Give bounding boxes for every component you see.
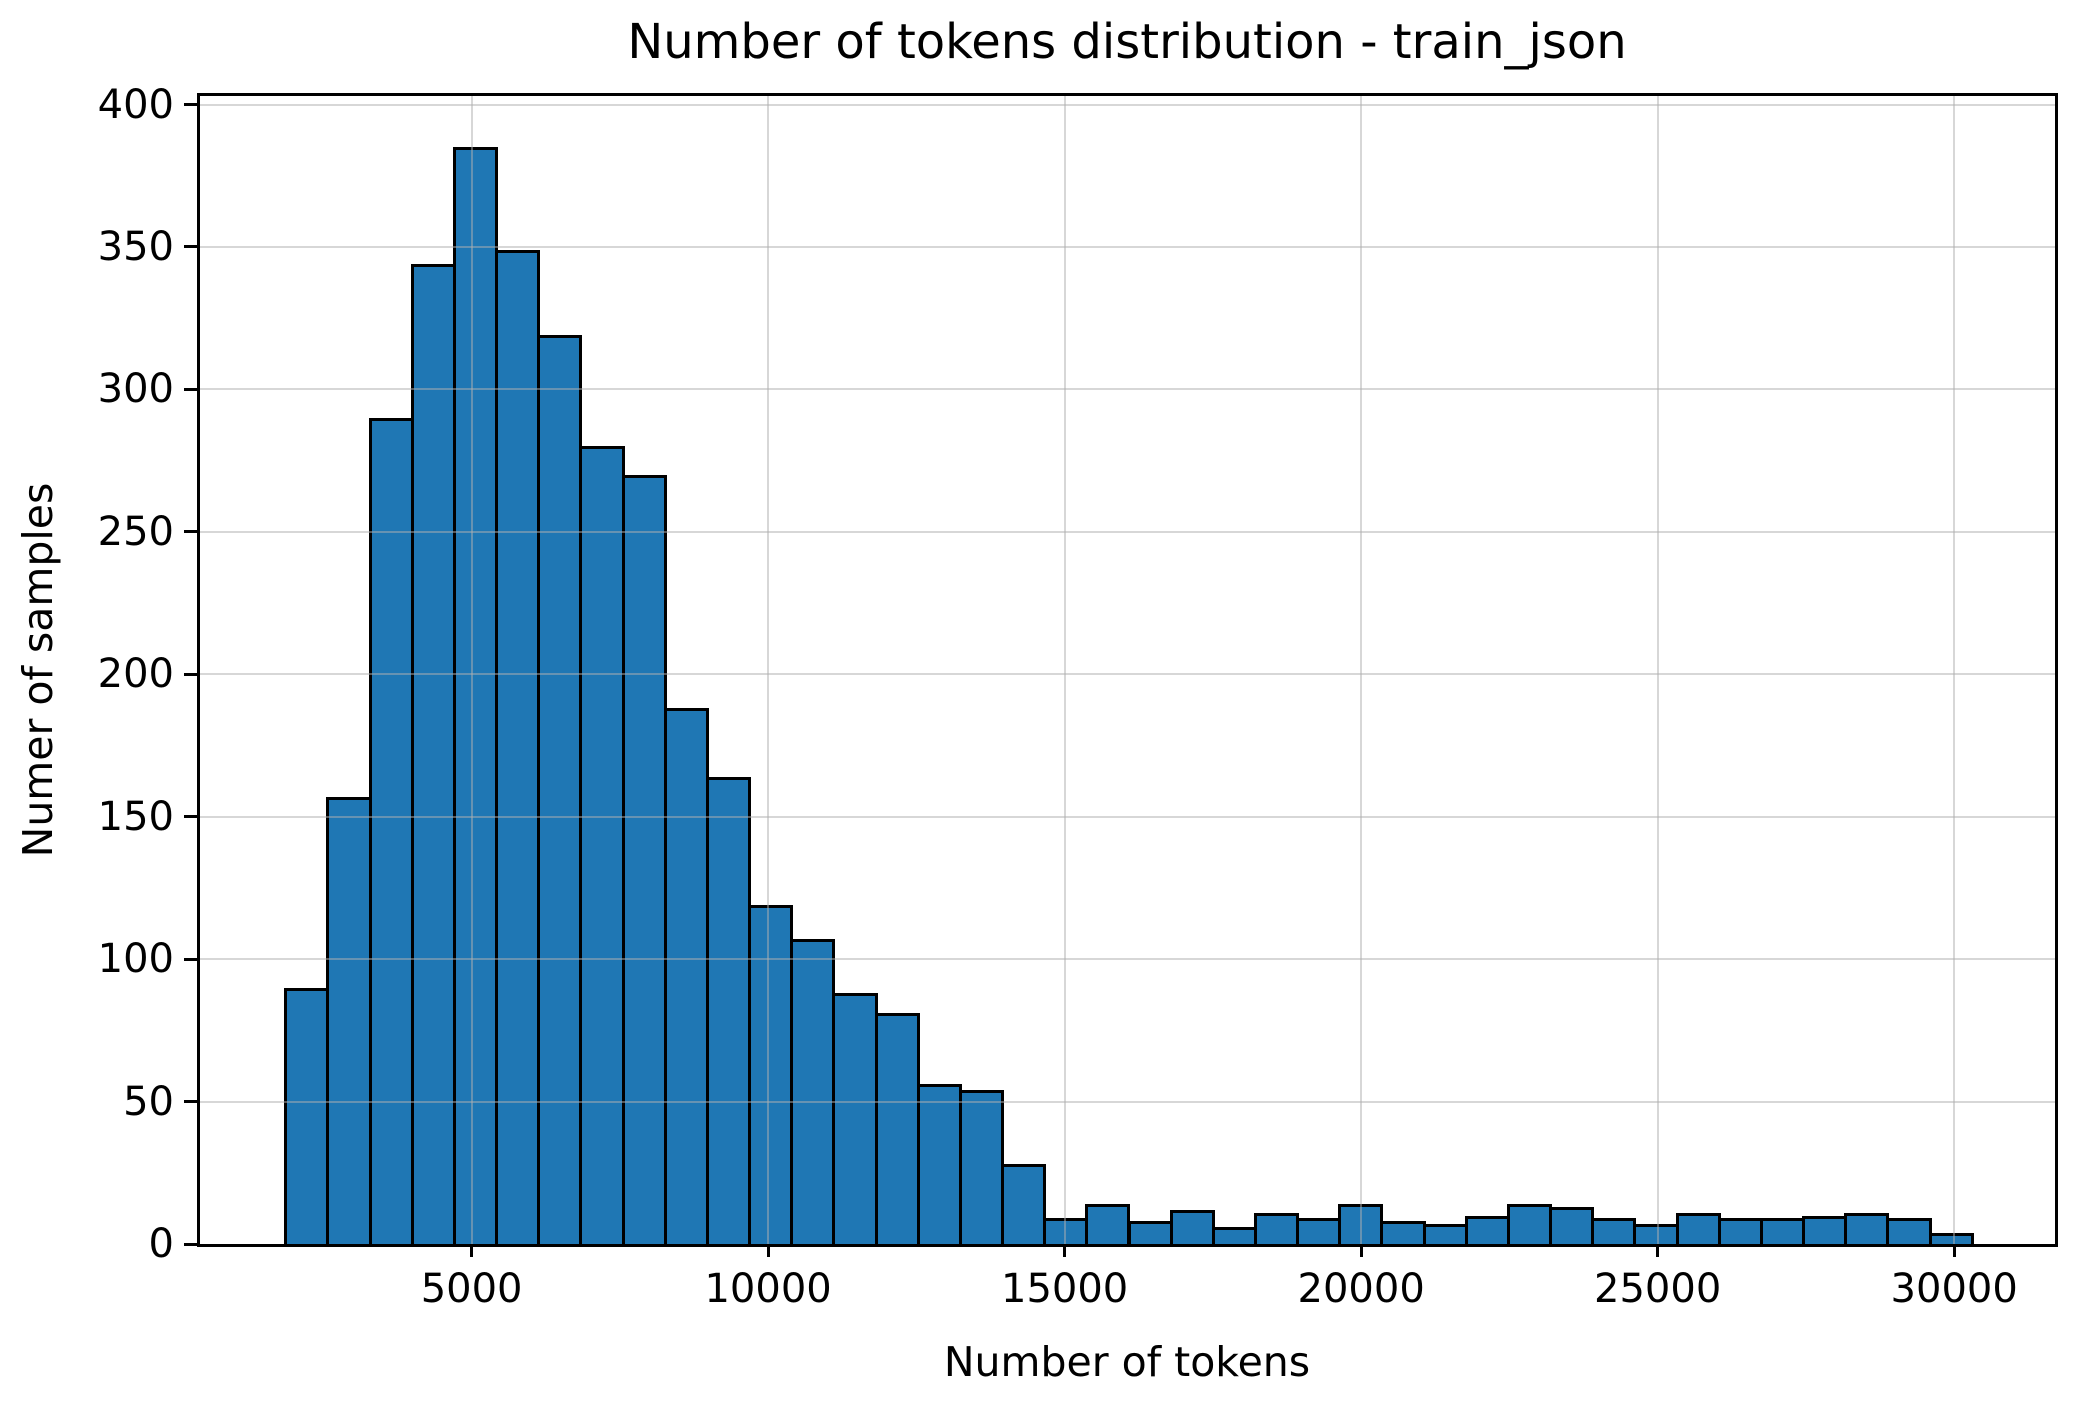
y-tick-mark: [184, 815, 197, 819]
gridline-y: [200, 530, 2055, 533]
plot-area: [197, 93, 2058, 1247]
gridline-y: [200, 815, 2055, 818]
y-tick-mark: [184, 672, 197, 676]
histogram-bar: [1464, 1215, 1510, 1244]
histogram-bar: [326, 796, 372, 1244]
histogram-bar: [537, 335, 583, 1244]
histogram-bar: [1886, 1218, 1932, 1244]
y-tick-label: 50: [123, 1078, 174, 1125]
gridline-y: [200, 245, 2055, 248]
y-tick-label: 300: [97, 366, 174, 413]
y-tick-mark: [184, 1100, 197, 1104]
gridline-y: [200, 103, 2055, 106]
y-tick-label: 250: [97, 508, 174, 555]
x-tick-mark: [1656, 1244, 1660, 1257]
gridline-x: [1953, 96, 1956, 1244]
histogram-bar: [368, 417, 414, 1244]
histogram-bar: [1085, 1204, 1131, 1244]
y-tick-label: 350: [97, 223, 174, 270]
gridline-x: [767, 96, 770, 1244]
x-tick-mark: [1952, 1244, 1956, 1257]
histogram-bar: [410, 264, 456, 1244]
x-tick-mark: [766, 1244, 770, 1257]
y-tick-label: 150: [97, 793, 174, 840]
y-tick-mark: [184, 1242, 197, 1246]
y-tick-label: 0: [148, 1221, 174, 1267]
histogram-bar: [1844, 1212, 1890, 1244]
y-tick-label: 100: [97, 936, 174, 983]
histogram-bar: [663, 708, 709, 1244]
y-tick-mark: [184, 957, 197, 961]
histogram-bar: [452, 147, 499, 1244]
histogram-bar: [748, 905, 794, 1244]
x-tick-label: 30000: [1890, 1266, 2018, 1312]
histogram-bar: [958, 1090, 1004, 1244]
gridline-y: [200, 388, 2055, 391]
y-tick-mark: [184, 245, 197, 249]
histogram-bar: [705, 776, 751, 1244]
histogram-bar: [1422, 1224, 1468, 1244]
gridline-x: [1063, 96, 1066, 1244]
chart-title: Number of tokens distribution - train_js…: [627, 14, 1627, 70]
x-tick-label: 20000: [1297, 1266, 1425, 1312]
histogram-bar: [1169, 1209, 1215, 1244]
histogram-bar: [790, 939, 836, 1244]
histogram-bar: [1591, 1218, 1637, 1244]
gridline-x: [470, 96, 473, 1244]
gridline-x: [1360, 96, 1363, 1244]
histogram-bar: [1253, 1212, 1300, 1244]
histogram-bar: [579, 446, 625, 1244]
histogram-bar: [1717, 1218, 1763, 1244]
histogram-bar: [1928, 1232, 1974, 1244]
histogram-bar: [284, 987, 330, 1244]
x-tick-label: 25000: [1594, 1266, 1722, 1312]
histogram-bar: [832, 993, 878, 1244]
x-tick-label: 5000: [420, 1266, 523, 1312]
histogram-bar: [1127, 1221, 1173, 1244]
histogram-bar: [1675, 1212, 1721, 1244]
y-tick-label: 400: [97, 81, 174, 128]
x-tick-mark: [1063, 1244, 1067, 1257]
y-tick-mark: [184, 387, 197, 391]
histogram-bar: [1802, 1215, 1848, 1244]
histogram-bar: [1001, 1164, 1047, 1244]
histogram-bar: [495, 249, 541, 1244]
x-tick-label: 10000: [704, 1266, 832, 1312]
gridline-y: [200, 958, 2055, 961]
x-tick-mark: [1359, 1244, 1363, 1257]
histogram-bar: [1296, 1218, 1342, 1244]
x-tick-mark: [470, 1244, 474, 1257]
histogram-bar: [1211, 1226, 1257, 1244]
histogram-bar: [916, 1084, 962, 1244]
y-tick-mark: [184, 103, 197, 107]
y-tick-label: 200: [97, 651, 174, 698]
histogram-bar: [621, 474, 667, 1244]
histogram-bar: [1380, 1221, 1426, 1244]
histogram-bar: [1759, 1218, 1806, 1244]
y-tick-mark: [184, 530, 197, 534]
histogram-bar: [874, 1013, 920, 1244]
gridline-y: [200, 673, 2055, 676]
histogram-bar: [1506, 1204, 1553, 1244]
histogram-bar: [1043, 1218, 1089, 1244]
histogram-bar: [1549, 1206, 1595, 1244]
x-tick-label: 15000: [1001, 1266, 1129, 1312]
gridline-y: [200, 1100, 2055, 1103]
x-axis-label: Number of tokens: [943, 1338, 1311, 1386]
gridline-x: [1656, 96, 1659, 1244]
